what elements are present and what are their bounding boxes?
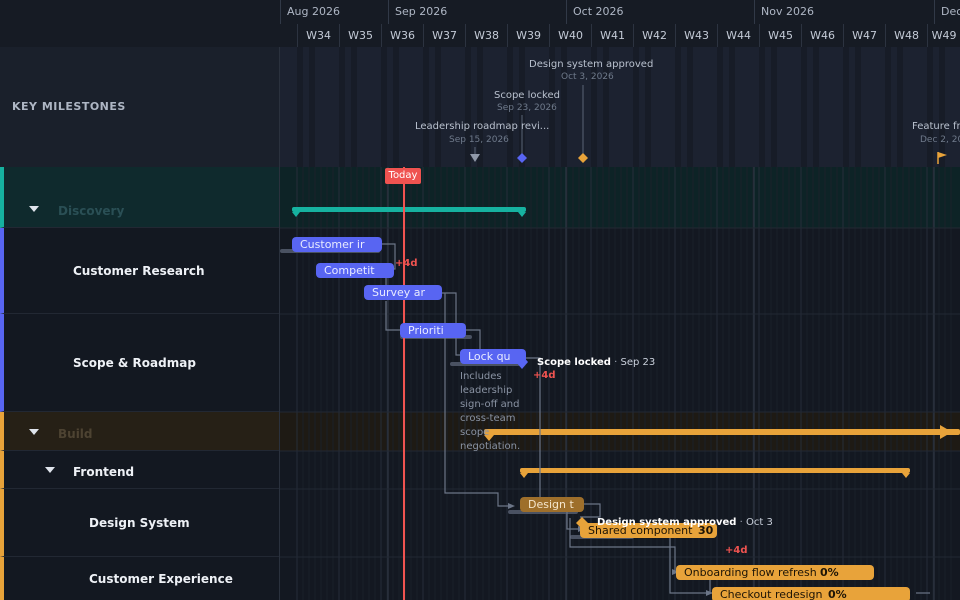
month-label: Oct 2026: [566, 0, 754, 24]
task-bar-competitive[interactable]: Competit: [316, 263, 394, 278]
task-row-scope-roadmap[interactable]: [0, 314, 280, 412]
task-name: Shared component: [588, 524, 693, 537]
week-label: W40: [549, 24, 591, 47]
month-header-row: Aug 2026 Sep 2026 Oct 2026 Nov 2026 Dec: [280, 0, 960, 25]
month-label: Sep 2026: [388, 0, 566, 24]
milestone-date: Sep 23, 2026: [497, 103, 557, 113]
week-label: W43: [675, 24, 717, 47]
task-progress: 0%: [820, 566, 839, 579]
task-row-customer-research[interactable]: [0, 228, 280, 314]
week-label: W38: [465, 24, 507, 47]
week-label: W45: [759, 24, 801, 47]
milestone-title: Scope locked: [494, 90, 560, 101]
milestone-date: Sep 15, 2026: [449, 135, 509, 145]
week-label: W34: [297, 24, 339, 47]
delay-badge: +4d: [533, 370, 556, 381]
task-bar-onboarding-flow[interactable]: Onboarding flow refresh 0%: [676, 565, 874, 580]
task-bar-lock-qu[interactable]: Lock qu: [460, 349, 526, 364]
group-row-build[interactable]: [0, 412, 280, 451]
row-label-customer-experience: Customer Experience: [89, 572, 233, 586]
task-row-design-system[interactable]: [0, 489, 280, 557]
milestones-row-header: [0, 47, 280, 168]
flag-icon[interactable]: [936, 151, 948, 165]
row-label-design-system: Design System: [89, 516, 190, 530]
week-label: W37: [423, 24, 465, 47]
milestone-diamond-icon[interactable]: [516, 152, 528, 164]
milestones-track: Design system approved Oct 3, 2026 Scope…: [280, 47, 960, 168]
row-label-customer-research: Customer Research: [73, 264, 205, 278]
today-badge: Today: [385, 168, 421, 184]
row-label-frontend: Frontend: [73, 465, 135, 479]
collapse-caret-icon[interactable]: [29, 205, 39, 213]
milestone-name: Design system approved: [597, 517, 737, 528]
task-progress: 30: [698, 524, 714, 537]
milestone-diamond-icon[interactable]: [577, 152, 589, 164]
month-label: Nov 2026: [754, 0, 934, 24]
row-label-build: Build: [58, 427, 93, 441]
task-bar-design-tokens[interactable]: Design t: [520, 497, 584, 512]
milestone-title: Leadership roadmap revi...: [415, 121, 550, 132]
task-bar-customer-interviews[interactable]: Customer ir: [292, 237, 382, 252]
delay-badge: +4d: [395, 258, 418, 269]
task-bar-checkout-redesign[interactable]: Checkout redesign 0%: [712, 587, 910, 600]
week-label: W39: [507, 24, 549, 47]
milestone-date: Oct 3, 2026: [561, 72, 614, 82]
task-bar-survey[interactable]: Survey ar: [364, 285, 442, 300]
delay-badge: +4d: [725, 545, 748, 556]
row-label-discovery: Discovery: [58, 204, 125, 218]
group-row-discovery[interactable]: [0, 167, 280, 228]
milestone-date: Sep 23: [620, 357, 656, 368]
week-label: W42: [633, 24, 675, 47]
milestone-title: Feature fre: [912, 121, 960, 132]
task-bar-prioritize[interactable]: Prioriti: [400, 323, 466, 338]
header-left-cell: [0, 0, 280, 48]
pane-divider[interactable]: [279, 47, 280, 600]
week-label: W49: [927, 24, 960, 47]
collapse-caret-icon[interactable]: [29, 428, 39, 436]
group-row-frontend[interactable]: [0, 451, 280, 489]
week-label: W35: [339, 24, 381, 47]
milestones-row-label: KEY MILESTONES: [12, 100, 126, 113]
inline-milestone-design-approved[interactable]: Design system approved · Oct 3: [597, 517, 773, 528]
month-label: Dec: [934, 0, 960, 24]
week-header-row: W34 W35 W36 W37 W38 W39 W40 W41 W42 W43 …: [280, 24, 960, 48]
task-name: Onboarding flow refresh: [684, 566, 817, 579]
task-progress: 0%: [828, 588, 847, 600]
week-label: W36: [381, 24, 423, 47]
row-label-scope-roadmap: Scope & Roadmap: [73, 356, 196, 370]
gantt-canvas: [280, 167, 960, 600]
inline-milestone-scope-locked[interactable]: Scope locked · Sep 23: [537, 357, 656, 368]
week-label: W48: [885, 24, 927, 47]
milestone-name: Scope locked: [537, 357, 611, 368]
milestone-triangle-icon[interactable]: [469, 153, 481, 163]
month-label: Aug 2026: [280, 0, 388, 24]
milestone-title: Design system approved: [529, 59, 654, 70]
gantt-grid: Today Customer ir Competit Survey ar Pri…: [280, 167, 960, 600]
milestone-date: Dec 2, 2026: [920, 135, 960, 145]
today-line: [403, 167, 405, 600]
task-bar-shared-component[interactable]: Shared component 30: [580, 523, 717, 538]
week-label: W46: [801, 24, 843, 47]
week-label: W44: [717, 24, 759, 47]
task-row-customer-experience[interactable]: [0, 557, 280, 600]
week-label: W47: [843, 24, 885, 47]
collapse-caret-icon[interactable]: [45, 466, 55, 474]
task-note: Includes leadership sign-off and cross-t…: [460, 371, 521, 452]
milestone-date: Oct 3: [745, 517, 773, 528]
milestones-background: [280, 47, 960, 167]
task-name: Checkout redesign: [720, 588, 823, 600]
week-label: W41: [591, 24, 633, 47]
